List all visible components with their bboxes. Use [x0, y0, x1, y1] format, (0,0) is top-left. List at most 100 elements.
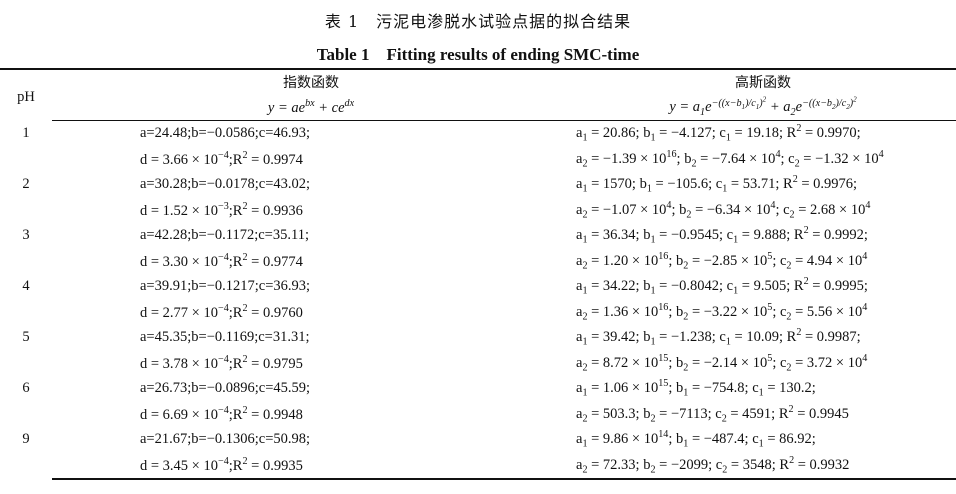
superscript: 2: [242, 353, 248, 365]
text-run: ;R: [228, 304, 243, 321]
subscript: 2: [582, 260, 588, 272]
text-run: a=39.91;b=−0.1217;c=36.93;: [140, 278, 311, 295]
gauss-cell: a1 = 1570; b1 = −105.6; c1 = 53.71; R2 =…: [570, 172, 956, 198]
table-row: d = 3.78 × 10−4;R2 = 0.9795 a2 = 8.72 × 1…: [0, 351, 956, 377]
text-run: = 4.94 × 10: [791, 252, 863, 269]
text-run: ; c: [772, 303, 787, 320]
subscript: 1: [733, 235, 739, 247]
subscript: 1: [722, 184, 728, 196]
text-run: ;R: [228, 406, 243, 423]
subscript: 2: [582, 158, 588, 170]
superscript: 2: [853, 95, 857, 104]
header-gauss: 高斯函数: [570, 68, 956, 94]
superscript: 15: [658, 378, 669, 390]
text-run: = −1.238; c: [655, 329, 726, 346]
table-row: d = 3.30 × 10−4;R2 = 0.9774 a2 = 1.20 × 1…: [0, 249, 956, 275]
text-run: = 36.34; b: [587, 227, 651, 244]
superscript: 4: [666, 199, 672, 211]
subscript: 2: [786, 311, 792, 323]
text-run: ; c: [775, 201, 790, 218]
text-run: d = 3.78 × 10: [140, 355, 218, 372]
header-ph: pH: [0, 68, 52, 121]
text-run: = 0.9774: [247, 253, 303, 270]
exp-cell: a=30.28;b=−0.0178;c=43.02;: [52, 172, 570, 198]
text-run: = −1.32 × 10: [799, 150, 879, 167]
table-row: 4 a=39.91;b=−0.1217;c=36.93; a1 = 34.22; b…: [0, 274, 956, 300]
superscript: 2: [788, 403, 794, 415]
text-run: ; b: [668, 303, 684, 320]
superscript: 4: [862, 301, 868, 313]
text-run: = 503.3; b: [587, 405, 651, 422]
text-run: = 0.9932: [794, 456, 850, 473]
text-run: ;R: [228, 202, 243, 219]
exp-cell: d = 6.69 × 10−4;R2 = 0.9948: [52, 402, 570, 428]
superscript: 2: [242, 302, 248, 314]
gauss-cell: a2 = 503.3; b2 = −7113; c2 = 4591; R2 = …: [570, 402, 956, 428]
gauss-cell: a2 = 8.72 × 1015; b2 = −2.14 × 105; c2 =…: [570, 351, 956, 377]
text-run: ;R: [228, 253, 243, 270]
superscript: 2: [762, 95, 767, 104]
exp-cell: d = 3.30 × 10−4;R2 = 0.9774: [52, 249, 570, 275]
text-run: −((x−b: [711, 97, 742, 109]
superscript: 2: [796, 123, 802, 135]
text-run: = 8.72 × 10: [587, 354, 659, 371]
superscript: dx: [344, 97, 355, 109]
ph-cell: 4: [22, 278, 30, 294]
text-run: = 72.33; b: [587, 456, 651, 473]
subscript: 2: [582, 413, 588, 425]
text-run: = −105.6; c: [651, 176, 723, 193]
table-row: 3 a=42.28;b=−0.1172;c=35.11; a1 = 36.34; b…: [0, 223, 956, 249]
ph-cell: 1: [22, 124, 30, 141]
text-run: d = 3.45 × 10: [140, 457, 218, 474]
text-run: = 10.09; R: [730, 329, 797, 346]
header-exp: 指数函数: [52, 68, 570, 94]
text-run: = 34.22; b: [587, 278, 651, 295]
subscript: 2: [582, 464, 588, 476]
subscript: 2: [722, 464, 728, 476]
text-run: = 2.68 × 10: [794, 201, 866, 218]
text-run: ; b: [676, 150, 692, 167]
subscript: 2: [786, 260, 792, 272]
text-run: = 9.505; R: [738, 278, 804, 295]
text-run: y = ae: [267, 99, 306, 116]
subscript: 1: [582, 388, 588, 400]
text-run: = −6.34 × 10: [691, 201, 771, 218]
text-run: = −2.14 × 10: [688, 354, 768, 371]
text-run: = −487.4; c: [688, 431, 759, 448]
superscript: 16: [666, 148, 677, 160]
text-run: e: [795, 99, 803, 116]
subscript: 2: [794, 158, 800, 170]
text-run: a: [576, 380, 583, 397]
text-run: = 0.9760: [247, 304, 303, 321]
table-row: d = 1.52 × 10−3;R2 = 0.9936 a2 = −1.07 × …: [0, 198, 956, 224]
subscript: 1: [700, 107, 706, 119]
subscript: 2: [786, 362, 792, 374]
text-run: = 0.9795: [247, 355, 303, 372]
text-run: = −754.8; c: [688, 380, 759, 397]
subscript: 1: [758, 439, 764, 451]
text-run: )/c: [745, 97, 756, 109]
subscript: 1: [725, 337, 731, 349]
superscript: 2: [792, 174, 798, 186]
superscript: −4: [217, 149, 229, 161]
superscript: 5: [767, 250, 773, 262]
superscript: 2: [796, 327, 802, 339]
text-run: d = 3.66 × 10: [140, 151, 218, 168]
gauss-cell: a1 = 39.42; b1 = −1.238; c1 = 10.09; R2 …: [570, 325, 956, 351]
table-row: d = 3.45 × 10−4;R2 = 0.9935 a2 = 72.33; b…: [0, 452, 956, 480]
text-run: = 0.9995;: [808, 278, 868, 295]
table-row: 5 a=45.35;b=−0.1169;c=31.31; a1 = 39.42; b…: [0, 325, 956, 351]
text-run: = 0.9936: [247, 202, 303, 219]
text-run: ; c: [772, 354, 787, 371]
superscript: −((x−b1)/c1)2: [711, 95, 767, 110]
table-row: d = 6.69 × 10−4;R2 = 0.9948 a2 = 503.3; b…: [0, 402, 956, 428]
text-run: ; c: [780, 150, 795, 167]
gauss-formula: y = a1e−((x−b1)/c1)2 + a2e−((x−b2)/c2)2: [570, 94, 956, 121]
gauss-cell: a1 = 34.22; b1 = −0.8042; c1 = 9.505; R2…: [570, 274, 956, 300]
superscript: 5: [767, 301, 773, 313]
text-run: = 9.888; R: [738, 227, 804, 244]
text-run: ; b: [671, 201, 687, 218]
text-run: = 0.9945: [793, 405, 849, 422]
text-run: ): [849, 97, 854, 109]
subscript: 2: [790, 107, 796, 119]
